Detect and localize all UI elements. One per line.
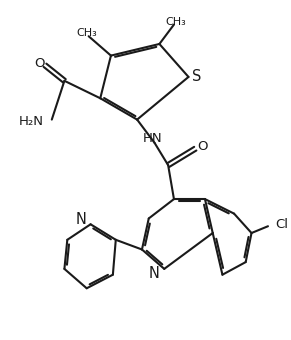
Text: H₂N: H₂N	[19, 115, 44, 128]
Text: O: O	[34, 57, 45, 70]
Text: CH₃: CH₃	[76, 28, 97, 38]
Text: Cl: Cl	[276, 218, 289, 231]
Text: CH₃: CH₃	[166, 17, 186, 27]
Text: S: S	[191, 69, 201, 84]
Text: N: N	[148, 266, 159, 281]
Text: HN: HN	[143, 133, 162, 146]
Text: N: N	[76, 212, 87, 227]
Text: O: O	[197, 140, 207, 153]
